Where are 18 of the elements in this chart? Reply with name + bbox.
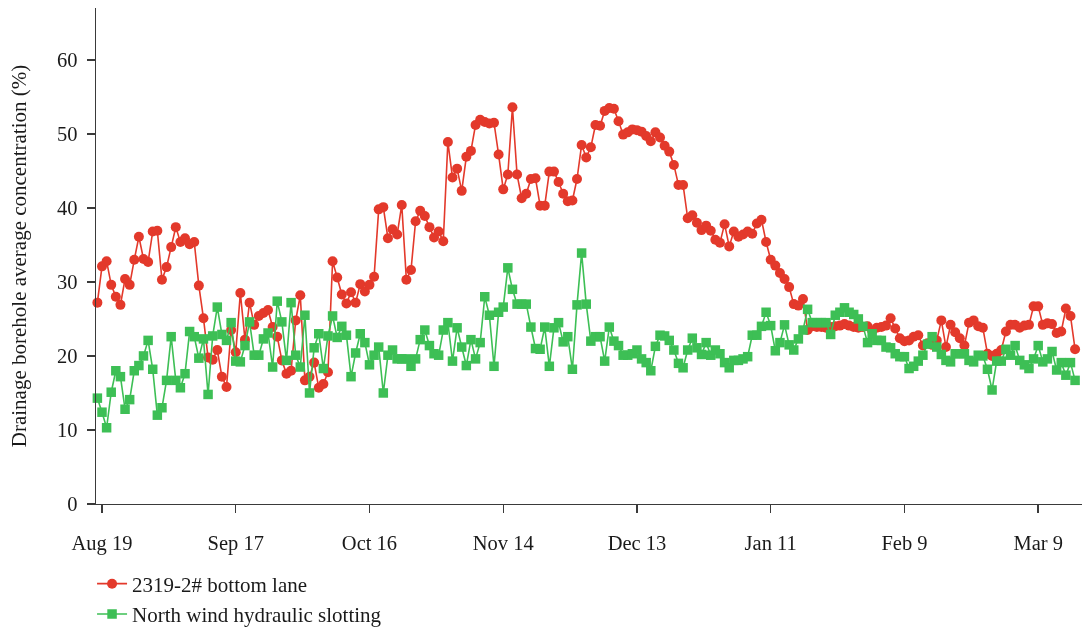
- y-tick-label: 0: [67, 493, 78, 516]
- x-tick-label: Jan 11: [744, 532, 797, 554]
- y-axis-title: Drainage borehole average concentration (%): [7, 64, 32, 448]
- x-tick-label: Aug 19: [71, 532, 133, 555]
- x-tick-label: Sep 17: [207, 532, 264, 555]
- y-tick-label: 20: [57, 345, 78, 368]
- y-tick-label: 10: [57, 419, 78, 442]
- y-tick-label: 60: [57, 48, 78, 71]
- y-tick-label: 40: [57, 197, 78, 220]
- y-tick-label: 50: [57, 123, 78, 146]
- y-tick-label: 30: [57, 271, 78, 294]
- x-tick-label: Mar 9: [1013, 532, 1063, 554]
- legend-label: 2319-2# bottom lane: [132, 572, 308, 597]
- x-tick-label: Oct 16: [341, 532, 398, 554]
- x-tick-label: Feb 9: [881, 532, 928, 554]
- x-tick-label: Dec 13: [607, 532, 667, 554]
- legend-label: North wind hydraulic slotting: [132, 603, 382, 628]
- x-tick-label: Nov 14: [472, 532, 534, 554]
